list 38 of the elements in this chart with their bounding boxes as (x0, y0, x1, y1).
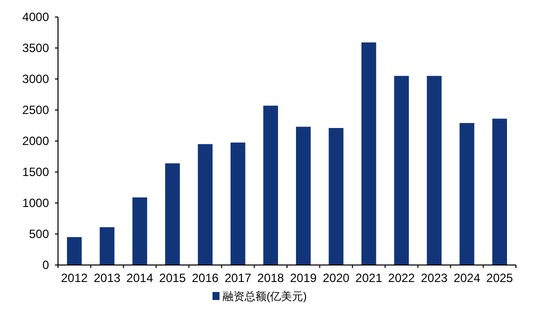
y-tick-label: 3000 (22, 72, 50, 86)
x-tick-label: 2023 (420, 271, 448, 285)
bar (296, 126, 311, 265)
x-tick-label: 2012 (61, 271, 88, 285)
bar (132, 197, 148, 265)
bar (230, 142, 246, 265)
x-tick-label: 2016 (192, 271, 219, 285)
x-tick-label: 2019 (290, 271, 318, 285)
y-tick-label: 0 (42, 258, 50, 272)
bar (328, 128, 344, 265)
bar (361, 42, 376, 265)
x-tick-label: 2013 (94, 271, 121, 285)
y-tick-label: 4000 (22, 10, 50, 24)
x-tick-label: 2014 (126, 271, 154, 285)
bar (66, 237, 82, 265)
y-tick-label: 3500 (22, 41, 50, 55)
bar (198, 144, 213, 265)
bar (492, 118, 508, 265)
x-tick-label: 2022 (388, 271, 416, 285)
x-tick-label: 2024 (454, 271, 481, 285)
bar (100, 227, 114, 265)
bar (460, 123, 474, 265)
x-tick-label: 2015 (159, 271, 186, 285)
bar (394, 76, 409, 265)
y-tick-label: 1000 (22, 196, 50, 210)
bar (165, 163, 180, 265)
x-tick-label: 2025 (486, 271, 514, 285)
bar (426, 76, 442, 265)
y-tick-label: 500 (28, 227, 50, 241)
x-tick-label: 2021 (355, 271, 382, 285)
y-tick-label: 2000 (22, 134, 50, 148)
x-tick-label: 2020 (322, 271, 350, 285)
legend-label: 融资总额(亿美元) (222, 290, 307, 303)
x-tick-label: 2017 (224, 271, 252, 285)
x-tick-label: 2018 (257, 271, 284, 285)
y-tick-label: 1500 (22, 165, 50, 179)
bar (263, 106, 278, 265)
y-tick-label: 2500 (22, 103, 50, 117)
